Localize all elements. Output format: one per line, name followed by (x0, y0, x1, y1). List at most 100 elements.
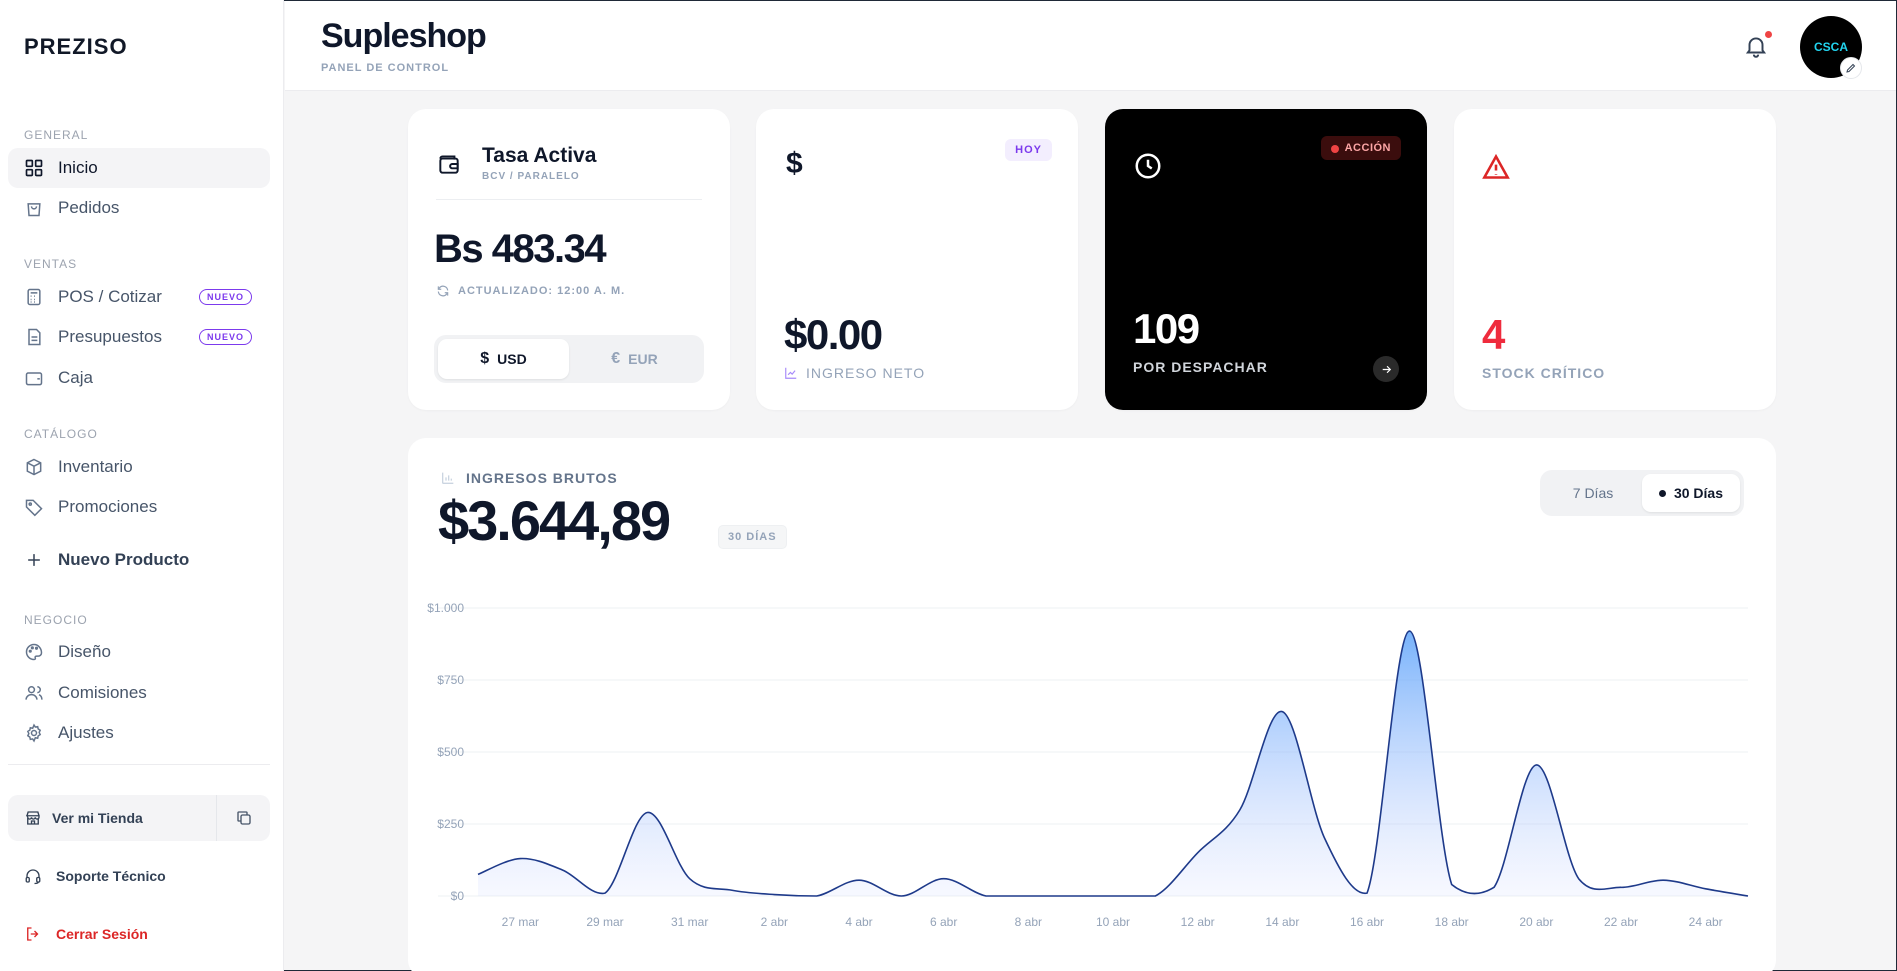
x-tick-label: 6 abr (930, 915, 957, 929)
dollar-icon: $ (480, 350, 490, 367)
sidebar-item-label: Diseño (58, 642, 111, 661)
sidebar-item-presupuestos[interactable]: Presupuestos NUEVO (8, 317, 270, 357)
box-icon (26, 458, 42, 476)
stock-caption: STOCK CRÍTICO (1482, 365, 1606, 381)
sidebar-item-diseno[interactable]: Diseño (8, 632, 270, 672)
x-tick-label: 24 abr (1689, 915, 1723, 929)
range-option-30-days[interactable]: 30 Días (1642, 474, 1740, 512)
plus-icon (28, 554, 40, 566)
dispatch-arrow-button[interactable] (1373, 356, 1399, 382)
income-card[interactable]: $ HOY $0.00 INGRESO NETO (756, 109, 1078, 410)
range-badge: 30 DÍAS (718, 525, 787, 549)
rate-card: Tasa Activa BCV / PARALELO Bs 483.34 ACT… (408, 109, 730, 410)
rate-value: Bs 483.34 (434, 227, 607, 271)
x-tick-label: 27 mar (502, 915, 539, 929)
income-value: $0.00 (784, 311, 883, 358)
sidebar-item-pos[interactable]: POS / Cotizar NUEVO (8, 277, 270, 317)
calculator-icon (27, 288, 41, 306)
view-store-label: Ver mi Tienda (52, 810, 143, 826)
copy-link-button[interactable] (216, 795, 270, 841)
sidebar-item-label: Presupuestos (58, 327, 162, 346)
x-tick-label: 29 mar (586, 915, 623, 929)
x-tick-label: 18 abr (1435, 915, 1469, 929)
x-tick-label: 14 abr (1265, 915, 1299, 929)
sidebar-item-ajustes[interactable]: Ajustes (8, 713, 270, 753)
rate-updated-text: ACTUALIZADO: 12:00 A. M. (458, 285, 626, 297)
dispatch-value: 109 (1133, 305, 1200, 352)
avatar-text: CSCA (1813, 40, 1848, 54)
trending-icon (785, 367, 797, 379)
rate-title: Tasa Activa (482, 144, 597, 167)
dispatch-card[interactable]: ACCIÓN 109 POR DESPACHAR (1105, 109, 1427, 410)
x-tick-label: 20 abr (1519, 915, 1553, 929)
dispatch-caption: POR DESPACHAR (1133, 359, 1268, 375)
x-tick-label: 22 abr (1604, 915, 1638, 929)
sidebar-item-comisiones[interactable]: Comisiones (8, 673, 270, 713)
store-icon (25, 811, 40, 825)
stock-card[interactable]: 4 STOCK CRÍTICO (1454, 109, 1776, 410)
section-label-catalogo: CATÁLOGO (24, 427, 98, 441)
sidebar-item-caja[interactable]: Caja (8, 358, 270, 398)
sidebar-item-label: Inventario (58, 457, 133, 476)
sidebar-item-inicio[interactable]: Inicio (8, 148, 270, 188)
y-tick-label: $1.000 (427, 601, 464, 615)
sidebar: PREZISO GENERAL Inicio Pedidos VENTAS PO… (0, 0, 284, 971)
grid-icon (25, 159, 43, 177)
bar-chart-icon (442, 472, 454, 484)
section-label-general: GENERAL (24, 128, 89, 142)
sidebar-divider (8, 764, 270, 765)
document-icon (28, 328, 41, 346)
sidebar-item-pedidos[interactable]: Pedidos (8, 188, 270, 228)
x-tick-label: 4 abr (845, 915, 872, 929)
x-tick-label: 2 abr (761, 915, 788, 929)
x-tick-label: 12 abr (1181, 915, 1215, 929)
page-subtitle: PANEL DE CONTROL (321, 62, 450, 74)
sidebar-item-promociones[interactable]: Promociones (8, 487, 270, 527)
sidebar-item-inventario[interactable]: Inventario (8, 447, 270, 487)
income-caption: INGRESO NETO (784, 365, 925, 381)
brand-logo[interactable]: PREZISO (24, 34, 128, 59)
wallet-icon (25, 372, 43, 386)
sidebar-item-label: Promociones (58, 497, 158, 516)
section-label-negocio: NEGOCIO (24, 613, 88, 627)
pencil-icon (1846, 63, 1856, 73)
logout-button[interactable]: Cerrar Sesión (24, 925, 148, 943)
new-product-button[interactable]: Nuevo Producto (8, 540, 270, 580)
copy-icon (236, 811, 251, 825)
card-divider (436, 199, 702, 200)
sidebar-item-label: Inicio (58, 158, 98, 177)
today-badge: HOY (1005, 139, 1052, 161)
currency-option-usd[interactable]: $ USD (438, 339, 569, 379)
new-badge: NUEVO (198, 329, 252, 345)
range-option-7-days[interactable]: 7 Días (1572, 485, 1614, 501)
x-tick-label: 10 abr (1096, 915, 1130, 929)
revenue-panel: INGRESOS BRUTOS $3.644,89 30 DÍAS 7 Días… (408, 438, 1776, 971)
range-toggle: 7 Días 30 Días (1540, 470, 1744, 516)
gear-icon (26, 723, 42, 743)
bell-icon[interactable] (1743, 33, 1769, 59)
support-label: Soporte Técnico (56, 868, 166, 884)
revenue-label: INGRESOS BRUTOS (440, 470, 618, 486)
currency-option-label: USD (497, 351, 527, 367)
sidebar-item-label: POS / Cotizar (58, 287, 162, 306)
y-tick-label: $500 (437, 745, 464, 759)
x-tick-label: 16 abr (1350, 915, 1384, 929)
shopping-bag-icon (27, 203, 41, 217)
revenue-label-text: INGRESOS BRUTOS (466, 470, 618, 486)
logout-icon (27, 927, 39, 941)
support-link[interactable]: Soporte Técnico (24, 867, 166, 885)
y-tick-label: $750 (437, 673, 464, 687)
wallet-icon (439, 155, 459, 174)
x-tick-label: 8 abr (1015, 915, 1042, 929)
sidebar-item-label: Caja (58, 368, 93, 387)
edit-avatar-button[interactable] (1840, 57, 1862, 79)
new-product-label: Nuevo Producto (58, 550, 190, 569)
currency-toggle: $ USD € EUR (434, 335, 704, 383)
new-badge: NUEVO (198, 289, 252, 305)
rate-subtitle: BCV / PARALELO (482, 171, 580, 182)
euro-icon: € (611, 350, 621, 367)
currency-option-eur[interactable]: € EUR (569, 339, 700, 379)
view-store-button[interactable]: Ver mi Tienda (8, 795, 270, 841)
stock-value: 4 (1482, 311, 1505, 358)
sidebar-item-label: Comisiones (58, 683, 147, 702)
